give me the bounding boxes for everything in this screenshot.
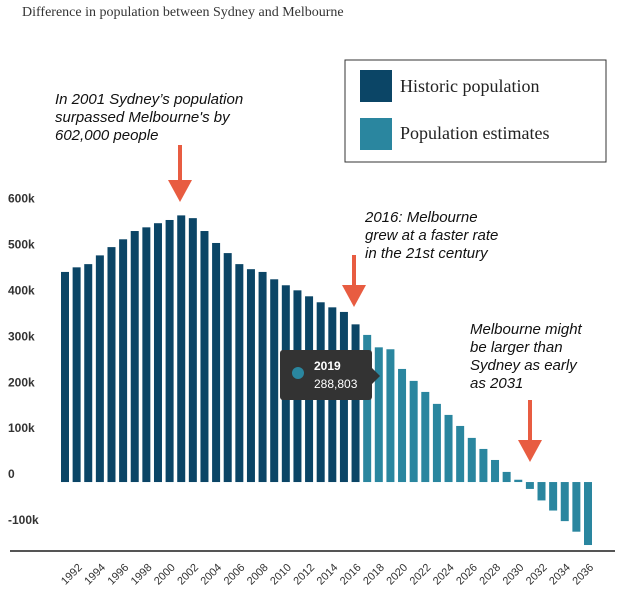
tooltip-box (280, 350, 372, 400)
x-tick-label: 2026 (454, 562, 480, 588)
chart-subtitle: Difference in population between Sydney … (22, 5, 344, 20)
bar (142, 227, 151, 483)
bar (572, 482, 581, 532)
annotation: Melbourne might (470, 321, 583, 338)
bar (119, 239, 128, 483)
x-tick-label: 2012 (291, 562, 317, 588)
bar (258, 271, 267, 483)
x-tick-label: 2004 (198, 562, 224, 588)
y-tick-label: 100k (8, 421, 35, 435)
legend-swatch (360, 70, 392, 102)
bar (200, 231, 209, 483)
y-tick-label: 200k (8, 375, 35, 389)
annotation: Sydney as early (470, 357, 578, 374)
bar (502, 471, 511, 483)
tooltip-category: 2019 (314, 359, 341, 373)
annotation: be larger than (470, 339, 563, 356)
bar (130, 231, 139, 483)
y-tick-label: 600k (8, 191, 35, 205)
y-tick-label: -100k (8, 513, 39, 527)
bar (549, 482, 558, 511)
x-tick-label: 1996 (105, 562, 131, 588)
y-tick-label: 500k (8, 237, 35, 251)
bar (246, 269, 255, 483)
annotation: surpassed Melbourne's by (55, 109, 231, 126)
x-tick-label: 2010 (268, 562, 294, 588)
x-tick-label: 2018 (361, 562, 387, 588)
x-tick-label: 2034 (547, 562, 573, 588)
x-tick-label: 2006 (222, 562, 248, 588)
bar (351, 324, 360, 483)
tooltip-value: 288,803 (314, 377, 358, 391)
legend-swatch (360, 118, 392, 150)
bar (95, 255, 104, 483)
tooltip: 2019 288,803 (280, 350, 380, 400)
annotation: In 2001 Sydney’s population (55, 91, 243, 108)
bar (537, 482, 546, 501)
bar (84, 264, 93, 483)
annotation: grew at a faster rate (365, 227, 498, 244)
annotation: as 2031 (470, 375, 523, 392)
x-tick-label: 2022 (408, 562, 434, 588)
annotation: 2016: Melbourne (364, 209, 478, 226)
bar (467, 437, 476, 483)
bar (107, 247, 116, 483)
bar (270, 279, 279, 483)
bar (153, 223, 162, 483)
bar (479, 448, 488, 483)
x-tick-label: 1998 (129, 562, 155, 588)
legend-label: Historic population (400, 76, 539, 96)
x-tick-label: 2014 (315, 562, 341, 588)
x-tick-label: 2002 (175, 562, 201, 588)
bar (409, 380, 418, 483)
bar (398, 368, 407, 483)
bar (72, 267, 81, 483)
bar (560, 482, 569, 522)
bar (444, 414, 453, 483)
annotation: in the 21st century (365, 245, 489, 262)
x-tick-label: 2024 (431, 562, 457, 588)
bar (212, 242, 221, 483)
bar (188, 218, 197, 483)
bar (177, 215, 186, 483)
x-tick-label: 1994 (82, 562, 108, 588)
bar (386, 349, 395, 483)
x-tick-label: 2016 (338, 562, 364, 588)
x-tick-label: 2020 (384, 562, 410, 588)
bar (165, 219, 174, 483)
x-tick-label: 2032 (524, 562, 550, 588)
tooltip-dot (292, 367, 304, 379)
tooltip-pointer (372, 368, 380, 384)
y-tick-label: 0 (8, 467, 15, 481)
y-tick-label: 300k (8, 329, 35, 343)
x-tick-label: 2036 (570, 562, 596, 588)
x-tick-label: 2030 (501, 562, 527, 588)
bar (584, 482, 592, 546)
bar (61, 271, 69, 483)
bar (514, 479, 523, 483)
bar (421, 391, 430, 483)
legend-label: Population estimates (400, 123, 549, 143)
bar (363, 334, 372, 483)
x-tick-label: 2008 (245, 562, 271, 588)
bar (491, 459, 500, 483)
arrows (168, 145, 542, 462)
bar (235, 264, 244, 483)
bar (223, 253, 232, 483)
bar (525, 482, 534, 489)
y-tick-label: 400k (8, 283, 35, 297)
annotation: 602,000 people (55, 127, 158, 144)
bar (374, 347, 383, 483)
bar (432, 403, 441, 483)
x-tick-label: 2028 (477, 562, 503, 588)
x-tick-label: 2000 (152, 562, 178, 588)
x-tick-label: 1992 (59, 562, 85, 588)
bar (456, 425, 465, 483)
